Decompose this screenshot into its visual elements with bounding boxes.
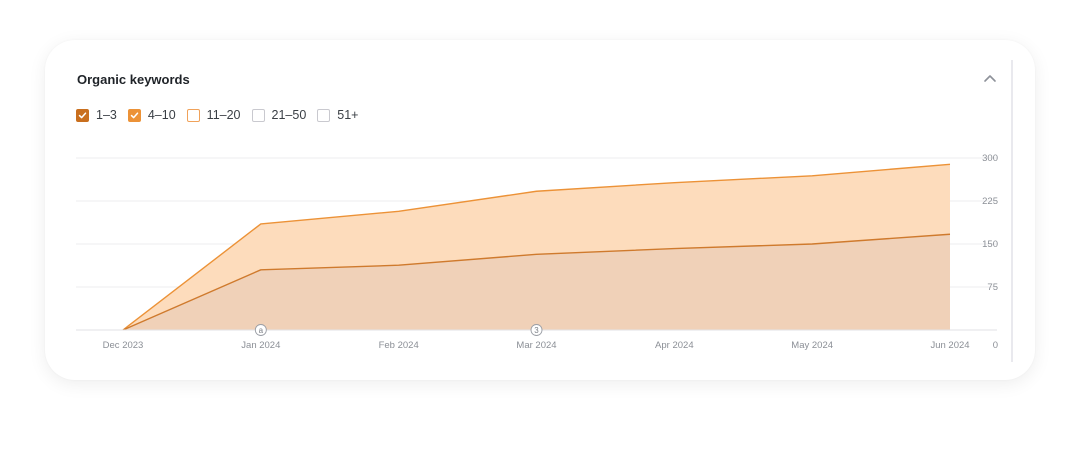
checkmark-icon <box>78 111 87 118</box>
legend-item-51-plus[interactable]: 51+ <box>317 108 359 122</box>
legend-item-21-50[interactable]: 21–50 <box>251 108 307 122</box>
x-tick-label-3: Mar 2024 <box>516 340 556 351</box>
chevron-up-icon <box>984 75 996 82</box>
legend-label-4-10: 4–10 <box>147 108 176 122</box>
series-legend: 1–3 4–10 11–20 21–50 51+ <box>76 108 370 122</box>
annotation-marker-0 <box>254 324 267 336</box>
organic-keywords-chart: 0 75 150 225 300 Dec 2023 Jan 2024 Feb 2024 Mar … <box>76 153 998 351</box>
y-tick-label-0: 0 <box>993 340 998 351</box>
checkbox-21-50[interactable] <box>251 108 265 122</box>
x-tick-label-6: Jun 2024 <box>930 340 969 351</box>
legend-item-1-3[interactable]: 1–3 <box>76 108 117 122</box>
checkbox-51-plus[interactable] <box>317 108 331 122</box>
area-series-0 <box>123 234 950 330</box>
x-tick-label-5: May 2024 <box>791 340 833 351</box>
y-tick-label-225: 225 <box>982 196 998 207</box>
legend-label-51-plus: 51+ <box>337 108 359 122</box>
annotation-label-1: 3 <box>534 326 539 335</box>
x-tick-label-0: Dec 2023 <box>103 340 144 351</box>
annotation-label-0: a <box>259 326 264 335</box>
x-tick-label-2: Feb 2024 <box>379 340 419 351</box>
panel-title: Organic keywords <box>77 72 190 87</box>
checkmark-icon <box>130 111 139 118</box>
legend-item-4-10[interactable]: 4–10 <box>127 108 176 122</box>
legend-item-11-20[interactable]: 11–20 <box>186 108 241 122</box>
checkbox-1-3[interactable] <box>76 108 89 122</box>
legend-label-11-20: 11–20 <box>206 108 241 122</box>
collapse-button[interactable] <box>981 70 999 88</box>
legend-label-1-3: 1–3 <box>96 108 117 122</box>
organic-keywords-card: Organic keywords 1–3 4–10 11–20 21–50 51… <box>45 40 1035 380</box>
x-tick-label-1: Jan 2024 <box>241 340 280 351</box>
panel-divider <box>1011 60 1013 362</box>
checkbox-4-10[interactable] <box>127 108 141 122</box>
checkbox-11-20[interactable] <box>186 108 200 122</box>
legend-label-21-50: 21–50 <box>271 108 307 122</box>
y-tick-label-150: 150 <box>982 239 998 250</box>
y-tick-label-75: 75 <box>987 282 998 293</box>
x-tick-label-4: Apr 2024 <box>655 340 694 351</box>
y-tick-label-300: 300 <box>982 153 998 164</box>
annotation-marker-1 <box>530 324 543 336</box>
